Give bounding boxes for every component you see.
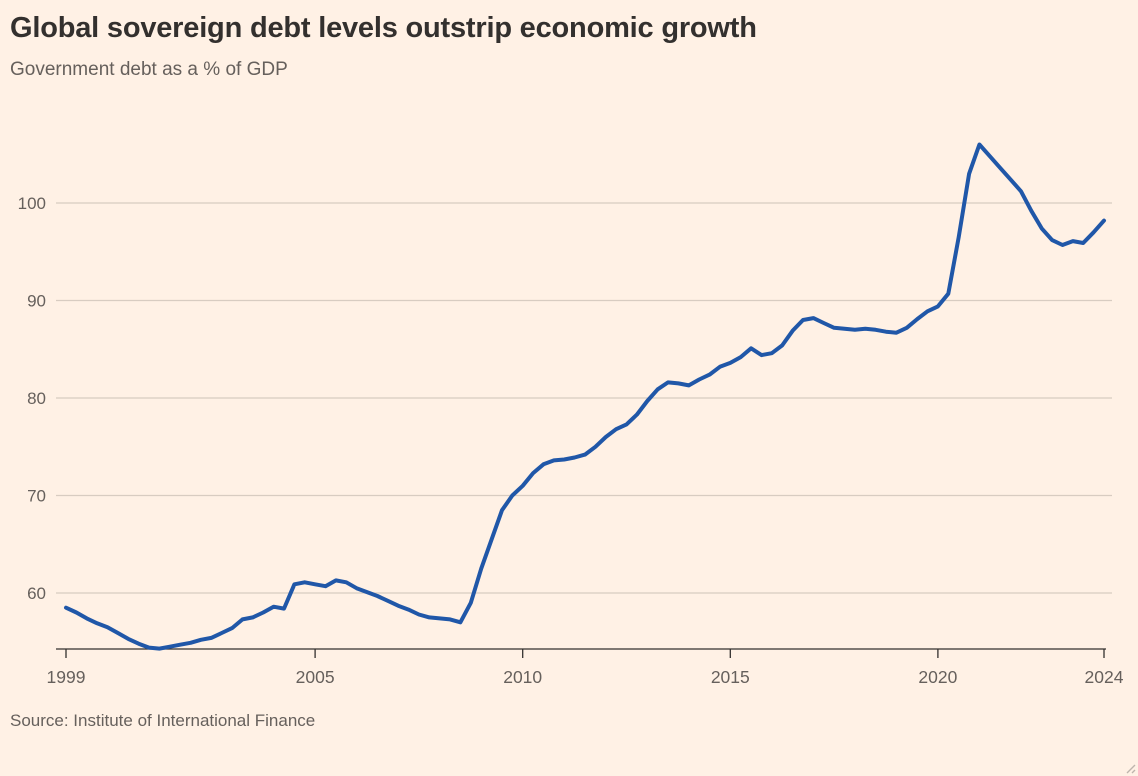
chart-source: Source: Institute of International Finan… [10, 711, 316, 731]
x-tick-label: 2015 [711, 667, 750, 687]
chart-title: Global sovereign debt levels outstrip ec… [10, 12, 757, 44]
line-chart: 60 70 80 90 100 1999 2005 2010 2015 2020 2024 [18, 142, 1124, 687]
x-tick-label: 2010 [503, 667, 542, 687]
y-tick-label: 100 [18, 194, 46, 213]
y-tick-label: 60 [27, 584, 46, 603]
x-tick-label: 2005 [296, 667, 335, 687]
resize-handle-icon [1126, 764, 1136, 774]
y-tick-label: 70 [27, 487, 46, 506]
y-tick-label: 90 [27, 292, 46, 311]
x-tick-label: 2024 [1085, 667, 1124, 687]
debt-line-series [64, 142, 1106, 651]
x-tick-label: 2020 [918, 667, 957, 687]
y-tick-label: 80 [27, 389, 46, 408]
x-tick-label: 1999 [47, 667, 86, 687]
chart-subtitle: Government debt as a % of GDP [10, 59, 288, 81]
